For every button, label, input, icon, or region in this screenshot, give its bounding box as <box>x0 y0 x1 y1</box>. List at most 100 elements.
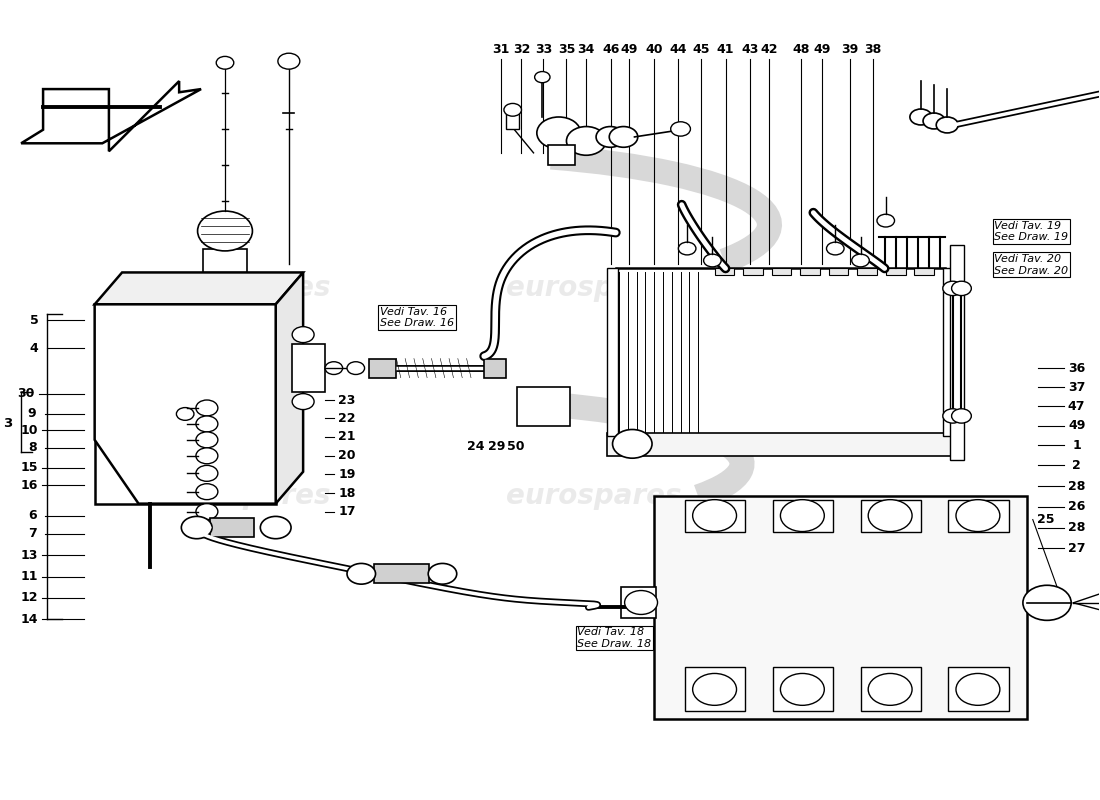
Text: 13: 13 <box>20 549 37 562</box>
Bar <box>715 269 735 275</box>
Text: 27: 27 <box>1068 542 1086 554</box>
Text: 37: 37 <box>1068 381 1086 394</box>
Text: eurospares: eurospares <box>506 482 682 510</box>
Text: eurospares: eurospares <box>506 274 682 302</box>
Text: 40: 40 <box>646 42 663 56</box>
Text: 33: 33 <box>535 42 552 56</box>
Circle shape <box>693 674 737 706</box>
Circle shape <box>182 516 212 538</box>
Bar <box>800 269 820 275</box>
Text: 12: 12 <box>20 591 37 604</box>
Circle shape <box>196 432 218 448</box>
Text: 50: 50 <box>507 440 525 453</box>
Text: 3: 3 <box>3 418 12 430</box>
Text: 26: 26 <box>1068 500 1086 514</box>
Text: eurospares: eurospares <box>155 482 330 510</box>
Bar <box>771 269 791 275</box>
Text: 11: 11 <box>20 570 37 583</box>
Text: 1: 1 <box>1072 439 1081 452</box>
Text: 19: 19 <box>339 468 355 481</box>
Circle shape <box>535 71 550 82</box>
Bar <box>860 500 921 531</box>
Circle shape <box>952 409 971 423</box>
Bar <box>654 496 1027 719</box>
Text: Vedi Tav. 19
See Draw. 19: Vedi Tav. 19 See Draw. 19 <box>994 221 1068 242</box>
Circle shape <box>877 214 894 227</box>
Bar <box>506 113 519 129</box>
Bar <box>943 269 954 436</box>
Text: 25: 25 <box>1037 513 1055 526</box>
Circle shape <box>176 407 194 420</box>
Bar <box>484 358 506 378</box>
Circle shape <box>704 254 722 267</box>
Text: Vedi Tav. 18
See Draw. 18: Vedi Tav. 18 See Draw. 18 <box>578 627 651 649</box>
Bar <box>548 145 575 165</box>
Text: 32: 32 <box>513 42 530 56</box>
Bar <box>948 500 1009 531</box>
Circle shape <box>428 563 456 584</box>
Circle shape <box>625 590 658 614</box>
Bar <box>607 269 618 436</box>
Circle shape <box>196 448 218 464</box>
Text: 24: 24 <box>466 440 484 453</box>
Bar <box>204 249 246 273</box>
Circle shape <box>943 282 962 295</box>
Text: 21: 21 <box>339 430 355 443</box>
Bar <box>744 269 763 275</box>
Text: 30: 30 <box>16 387 34 400</box>
Bar <box>857 269 877 275</box>
Circle shape <box>851 254 869 267</box>
Text: 34: 34 <box>578 42 595 56</box>
Bar <box>517 387 570 426</box>
Text: 46: 46 <box>603 42 620 56</box>
Text: 16: 16 <box>20 479 37 492</box>
Bar <box>616 269 945 436</box>
Bar <box>368 358 396 378</box>
Text: 5: 5 <box>30 314 38 326</box>
Circle shape <box>293 326 315 342</box>
Circle shape <box>196 466 218 482</box>
Text: 49: 49 <box>620 42 638 56</box>
Circle shape <box>346 563 375 584</box>
Text: 31: 31 <box>492 42 509 56</box>
Text: 22: 22 <box>339 412 355 425</box>
Text: 23: 23 <box>339 394 355 406</box>
Circle shape <box>196 400 218 416</box>
Bar <box>860 667 921 711</box>
Text: 14: 14 <box>20 613 37 626</box>
Bar <box>607 434 954 456</box>
Circle shape <box>952 282 971 295</box>
Text: eurospares: eurospares <box>155 274 330 302</box>
Circle shape <box>346 362 364 374</box>
Text: 4: 4 <box>30 342 38 354</box>
Circle shape <box>780 674 824 706</box>
Bar <box>621 586 657 618</box>
Text: 2: 2 <box>1072 459 1081 472</box>
Text: 10: 10 <box>20 424 37 437</box>
Text: 15: 15 <box>20 462 37 474</box>
Text: 48: 48 <box>793 42 810 56</box>
Circle shape <box>826 242 844 255</box>
Circle shape <box>609 126 638 147</box>
Bar <box>948 667 1009 711</box>
Circle shape <box>196 416 218 432</box>
Text: Vedi Tav. 20
See Draw. 20: Vedi Tav. 20 See Draw. 20 <box>994 254 1068 276</box>
Bar <box>914 269 934 275</box>
Bar <box>772 667 833 711</box>
Text: 28: 28 <box>1068 479 1086 493</box>
Text: 49: 49 <box>813 42 830 56</box>
Circle shape <box>326 362 342 374</box>
Text: 29: 29 <box>487 440 505 453</box>
Circle shape <box>780 500 824 531</box>
Bar <box>685 500 746 531</box>
Text: 18: 18 <box>339 486 355 500</box>
Text: 8: 8 <box>28 442 36 454</box>
Text: 9: 9 <box>28 407 36 420</box>
Bar <box>685 667 746 711</box>
Circle shape <box>537 117 581 149</box>
Circle shape <box>956 674 1000 706</box>
Text: 47: 47 <box>1068 400 1086 413</box>
Bar <box>374 564 429 583</box>
Bar <box>828 269 848 275</box>
Circle shape <box>936 117 958 133</box>
